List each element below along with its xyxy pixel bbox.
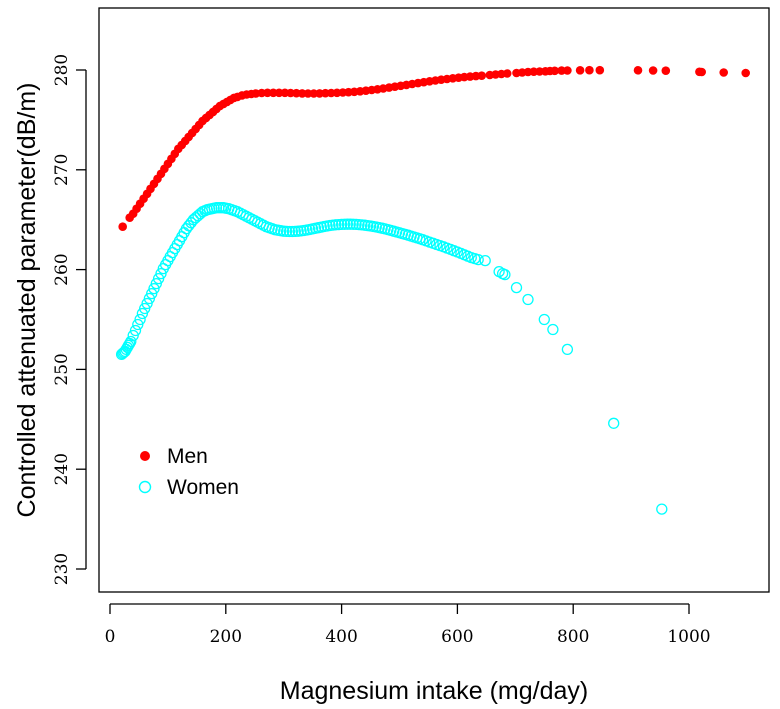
data-points	[115, 65, 750, 515]
y-axis-title: Controlled attenuated parameter(dB/m)	[13, 83, 41, 518]
y-tick-label: 230	[52, 553, 72, 585]
x-tick-label: 1000	[667, 627, 710, 647]
point-women	[656, 503, 668, 515]
point-women	[547, 323, 559, 336]
point-men	[741, 68, 750, 78]
x-tick-label: 200	[210, 627, 242, 647]
point-women	[125, 335, 137, 348]
point-women	[134, 313, 146, 326]
y-tick-label: 260	[52, 253, 72, 285]
point-women	[499, 268, 511, 281]
point-women	[286, 225, 299, 238]
point-women	[538, 313, 550, 326]
y-tick-label: 250	[52, 353, 72, 385]
point-men	[648, 66, 658, 75]
x-tick-label: 0	[105, 627, 116, 647]
point-women	[141, 297, 153, 310]
point-women	[283, 225, 296, 238]
point-women	[347, 218, 359, 230]
point-women	[510, 281, 523, 294]
y-tick-label: 240	[52, 453, 72, 485]
x-tick-label: 800	[557, 627, 589, 647]
point-men	[502, 69, 512, 78]
point-men	[633, 66, 643, 75]
point-men	[118, 222, 127, 231]
point-women	[472, 253, 484, 266]
point-women	[608, 417, 620, 429]
point-women	[129, 324, 142, 337]
legend-marker-men	[140, 451, 150, 461]
point-men	[585, 65, 594, 75]
point-women	[146, 287, 158, 300]
point-men	[697, 67, 706, 77]
y-axis-ticks: 230 240 250 260 270 280	[52, 54, 86, 585]
x-tick-label: 600	[441, 627, 473, 647]
point-women	[155, 267, 167, 280]
point-men	[719, 68, 728, 77]
legend: Men Women	[138, 445, 239, 499]
point-women	[479, 254, 491, 267]
point-men	[575, 66, 585, 75]
x-axis-ticks: 0 200 400 600 800 1000	[105, 604, 711, 647]
point-women	[132, 318, 144, 331]
plot-frame	[98, 7, 770, 593]
y-tick-label: 270	[52, 154, 72, 186]
point-women	[338, 218, 351, 230]
point-women	[280, 225, 293, 238]
point-women	[341, 218, 354, 230]
point-women	[335, 218, 348, 231]
x-tick-label: 400	[325, 627, 357, 647]
y-tick-label: 280	[52, 54, 72, 86]
point-women	[561, 343, 574, 356]
point-men	[563, 66, 572, 75]
point-men	[661, 66, 671, 75]
point-women	[522, 293, 534, 306]
point-men	[477, 71, 487, 80]
point-women	[127, 329, 139, 342]
point-men	[550, 66, 559, 76]
legend-label-women: Women	[167, 476, 239, 499]
point-women	[344, 218, 356, 230]
point-women	[136, 307, 149, 320]
point-women	[148, 282, 160, 295]
x-axis-title: Magnesium intake (mg/day)	[280, 677, 588, 705]
point-men	[595, 65, 605, 75]
point-women	[150, 277, 162, 290]
legend-marker-women	[138, 480, 152, 494]
legend-label-men: Men	[167, 445, 208, 468]
